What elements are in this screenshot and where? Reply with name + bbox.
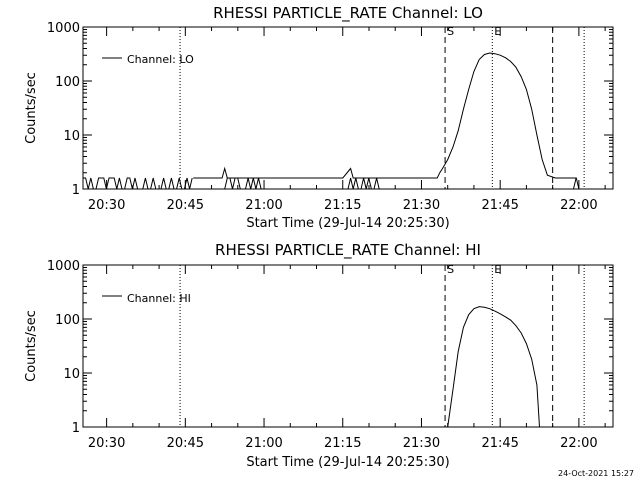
series-noise-segment bbox=[345, 177, 380, 190]
x-tick-label: 21:45 bbox=[481, 436, 518, 451]
x-tick-label: 20:45 bbox=[167, 436, 204, 451]
y-tick-label: 100 bbox=[55, 313, 80, 328]
legend-entry: Channel: HI bbox=[127, 292, 191, 305]
x-tick-label: 21:15 bbox=[324, 436, 361, 451]
end-marker-label: E bbox=[494, 263, 501, 276]
x-tick-label: 21:30 bbox=[403, 198, 440, 213]
series-noise-segment bbox=[224, 177, 264, 190]
series-noise-segment bbox=[555, 177, 577, 190]
plot-frame bbox=[82, 26, 614, 190]
y-tick-label: 10 bbox=[63, 367, 80, 382]
x-tick-label: 20:45 bbox=[167, 198, 204, 213]
x-tick-label: 20:30 bbox=[88, 198, 125, 213]
hi-channel-panel: RHESSI PARTICLE_RATE Channel: HI Start T… bbox=[24, 241, 614, 470]
x-tick-label: 21:00 bbox=[245, 198, 282, 213]
end-marker-label: E bbox=[494, 25, 501, 38]
x-axis-label: Start Time (29-Jul-14 20:25:30) bbox=[246, 455, 449, 470]
x-tick-label: 22:00 bbox=[560, 436, 597, 451]
x-tick-label: 21:30 bbox=[403, 436, 440, 451]
x-tick-label: 21:15 bbox=[324, 198, 361, 213]
legend-entry: Channel: LO bbox=[127, 53, 194, 66]
start-marker-label: S bbox=[447, 25, 454, 38]
x-tick-label: 21:00 bbox=[245, 436, 282, 451]
series-line bbox=[447, 306, 540, 428]
chart-title: RHESSI PARTICLE_RATE Channel: HI bbox=[215, 241, 481, 260]
y-tick-label: 10 bbox=[63, 129, 80, 144]
y-tick-label: 1000 bbox=[47, 21, 80, 36]
y-tick-label: 1 bbox=[72, 421, 80, 436]
x-axis-label: Start Time (29-Jul-14 20:25:30) bbox=[246, 216, 449, 231]
y-axis-label: Counts/sec bbox=[24, 310, 39, 382]
y-tick-label: 100 bbox=[55, 75, 80, 90]
start-marker-label: S bbox=[447, 263, 454, 276]
series-line bbox=[193, 52, 580, 190]
plot-frame bbox=[82, 264, 614, 428]
x-tick-label: 22:00 bbox=[560, 198, 597, 213]
chart-title: RHESSI PARTICLE_RATE Channel: LO bbox=[213, 4, 483, 23]
series-noise-segment bbox=[83, 177, 193, 190]
footer-timestamp: 24-Oct-2021 15:27 bbox=[558, 469, 634, 478]
y-axis-label: Counts/sec bbox=[24, 72, 39, 144]
y-tick-label: 1000 bbox=[47, 259, 80, 274]
x-tick-label: 20:30 bbox=[88, 436, 125, 451]
x-tick-label: 21:45 bbox=[481, 198, 518, 213]
y-tick-label: 1 bbox=[72, 183, 80, 198]
lo-channel-panel: RHESSI PARTICLE_RATE Channel: LO Start T… bbox=[24, 4, 614, 231]
